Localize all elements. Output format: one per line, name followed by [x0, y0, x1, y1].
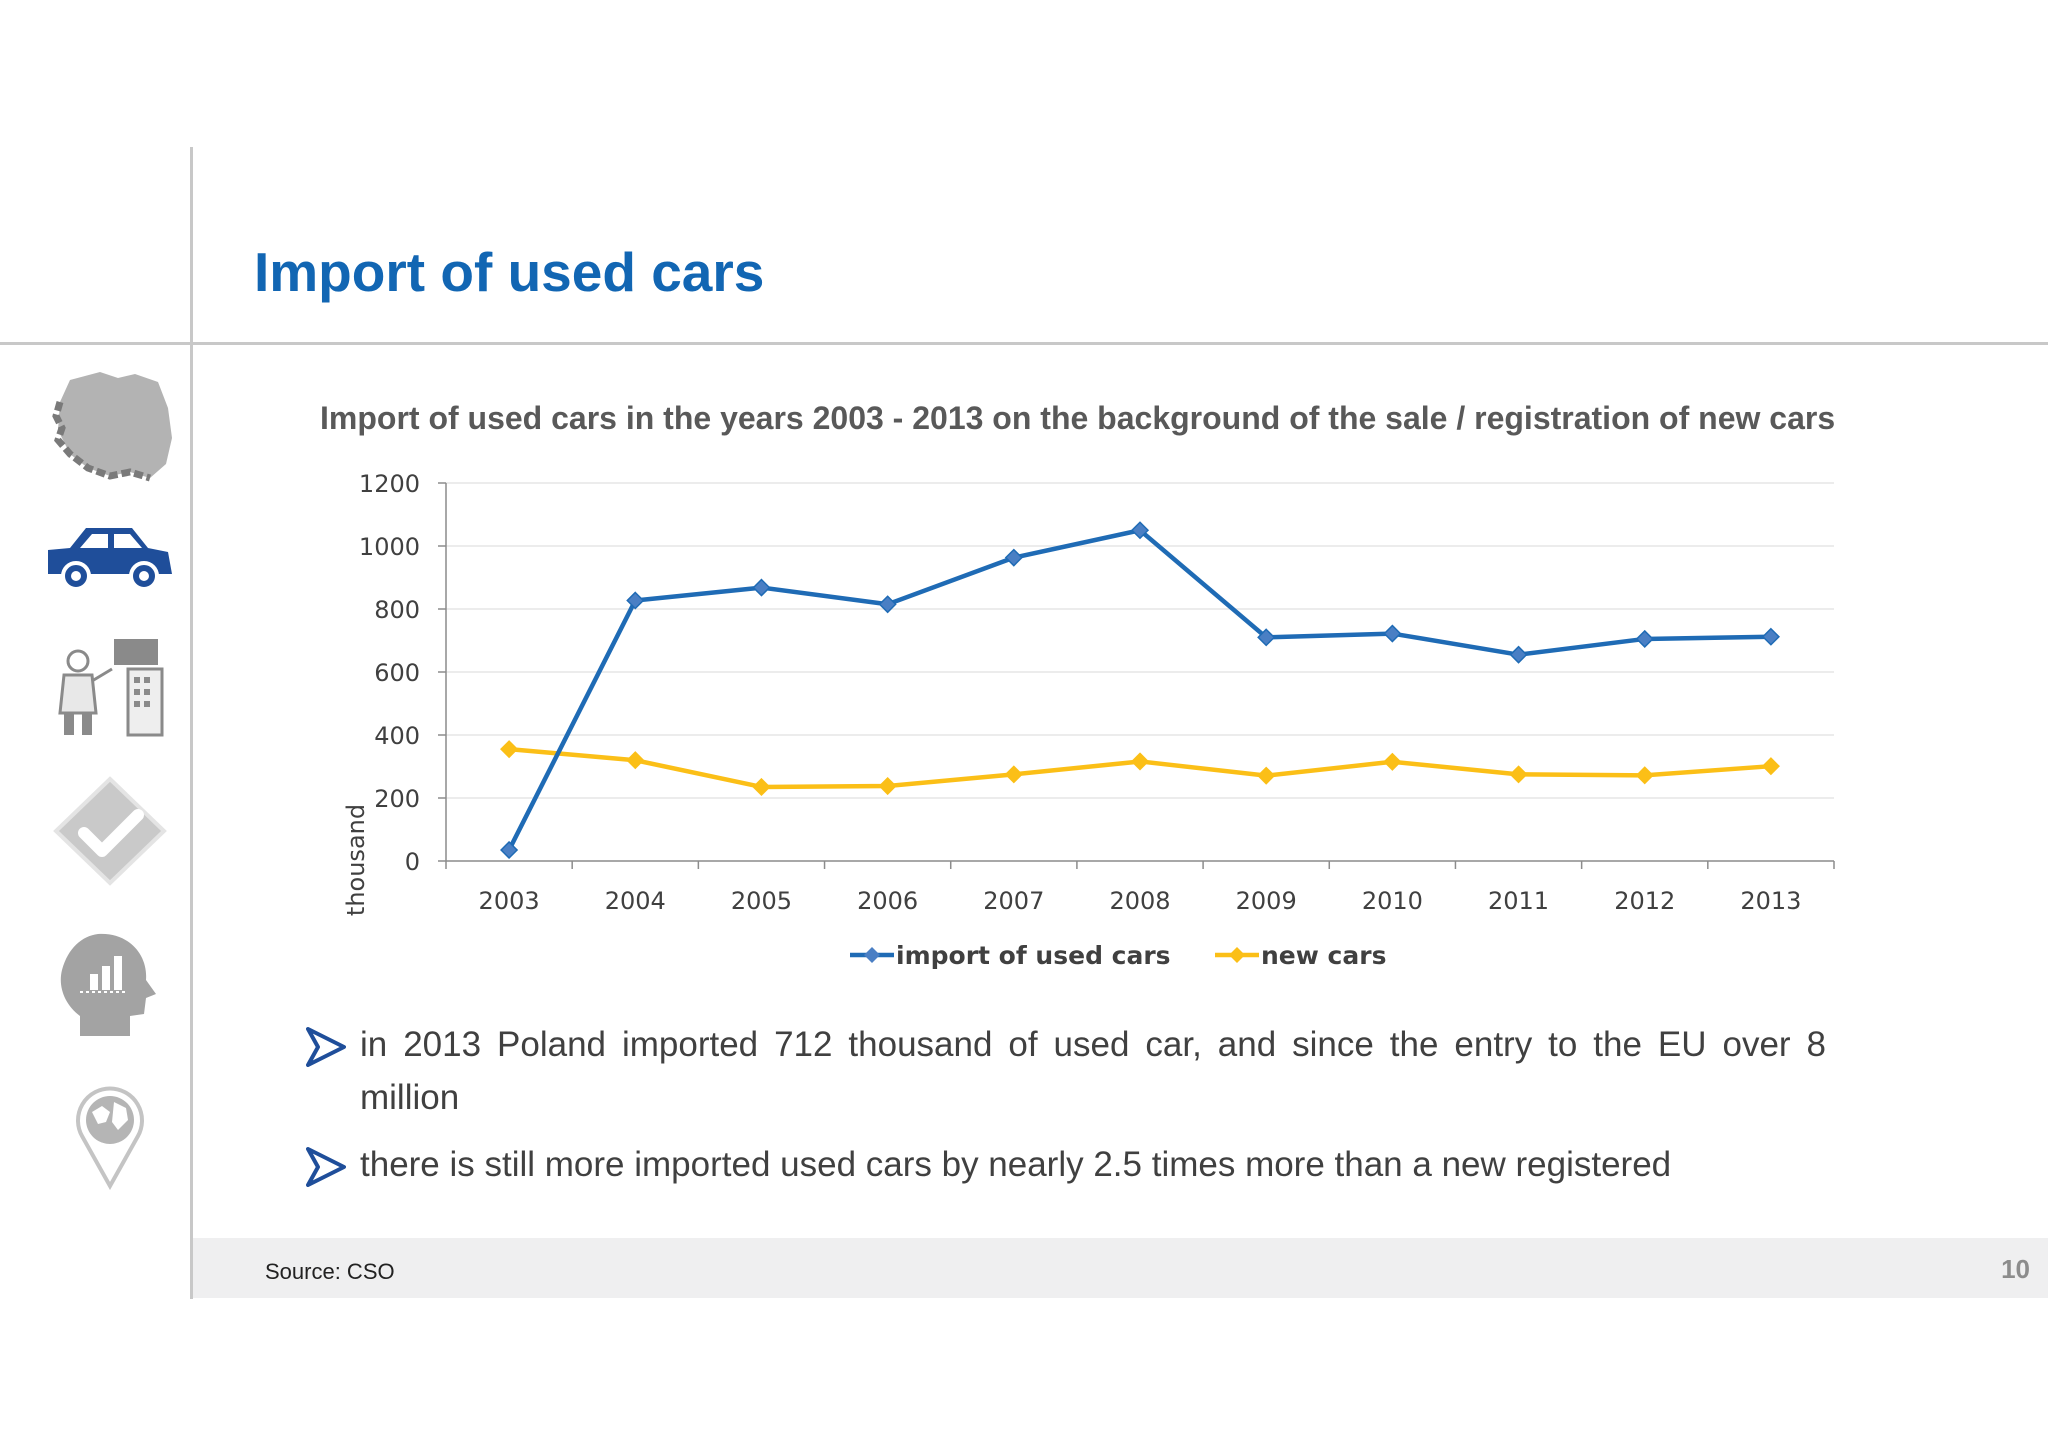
x-tick-label: 2006 [857, 887, 918, 915]
data-point [1383, 624, 1402, 643]
page-number: 10 [2001, 1254, 2030, 1284]
y-tick-label: 0 [405, 848, 420, 876]
arrow-bullet-icon [306, 1027, 346, 1067]
footer-bar: Source: CSO 10 [193, 1238, 2048, 1298]
bullet-item: there is still more imported used cars b… [306, 1138, 1826, 1191]
bullet-item: in 2013 Poland imported 712 thousand of … [306, 1018, 1826, 1124]
bullet-text: there is still more imported used cars b… [360, 1145, 1672, 1184]
data-point [626, 751, 645, 770]
y-axis-label: thousand [342, 804, 370, 916]
y-tick-label: 1200 [359, 470, 420, 498]
data-point [1635, 766, 1654, 785]
data-point [1635, 629, 1654, 648]
data-point [752, 578, 771, 597]
y-tick-label: 800 [374, 596, 420, 624]
x-tick-label: 2007 [983, 887, 1044, 915]
bullet-list: in 2013 Poland imported 712 thousand of … [306, 1018, 1826, 1205]
head-chart-icon [60, 933, 156, 1036]
data-point [878, 595, 897, 614]
data-point [1257, 628, 1276, 647]
x-tick-label: 2008 [1109, 887, 1170, 915]
legend-marker [1229, 947, 1245, 963]
x-tick-label: 2005 [731, 887, 792, 915]
x-tick-label: 2009 [1236, 887, 1297, 915]
bullet-text: in 2013 Poland imported 712 thousand of … [360, 1025, 1826, 1117]
legend-label: new cars [1261, 941, 1386, 970]
data-point [500, 740, 519, 759]
legend-marker [864, 947, 880, 963]
source-note: Source: CSO [265, 1259, 395, 1284]
data-point [752, 777, 771, 797]
y-tick-label: 600 [374, 659, 420, 687]
globe-pin-icon [76, 1086, 144, 1190]
x-tick-label: 2003 [479, 887, 540, 915]
x-tick-label: 2011 [1488, 887, 1549, 915]
data-point [1383, 752, 1402, 771]
slide-title: Import of used cars [254, 241, 765, 303]
series-line [507, 528, 1771, 851]
y-tick-label: 400 [374, 722, 420, 750]
data-point [626, 591, 645, 610]
data-point [500, 840, 519, 860]
y-tick-label: 200 [374, 785, 420, 813]
data-point [1509, 765, 1528, 784]
car-icon [48, 528, 172, 591]
chart-title: Import of used cars in the years 2003 - … [320, 400, 1836, 436]
line-chart: 0 200 400 600 800 1000 1200 2003 2004 2005 2006 200… [342, 470, 1835, 970]
sidebar-divider [190, 147, 193, 1299]
data-point [1130, 752, 1150, 771]
checkmark-icon [53, 776, 167, 886]
doctor-machine-icon [58, 639, 164, 737]
data-point [1509, 645, 1528, 664]
data-point [1761, 627, 1780, 646]
data-point [1004, 765, 1023, 784]
data-point [1130, 521, 1150, 540]
x-tick-label: 2012 [1614, 887, 1675, 915]
x-tick-label: 2013 [1740, 887, 1801, 915]
x-tick-label: 2004 [605, 887, 666, 915]
data-point [1004, 548, 1023, 567]
data-point [1257, 766, 1276, 785]
data-point [1761, 757, 1780, 776]
sidebar-icons [40, 360, 180, 1190]
poland-map-icon [52, 372, 172, 482]
x-tick-label: 2010 [1362, 887, 1423, 915]
header-divider [0, 342, 2048, 345]
y-tick-label: 1000 [359, 533, 420, 561]
arrow-bullet-icon [306, 1147, 346, 1187]
data-point [878, 776, 897, 796]
legend-label: import of used cars [896, 941, 1171, 970]
